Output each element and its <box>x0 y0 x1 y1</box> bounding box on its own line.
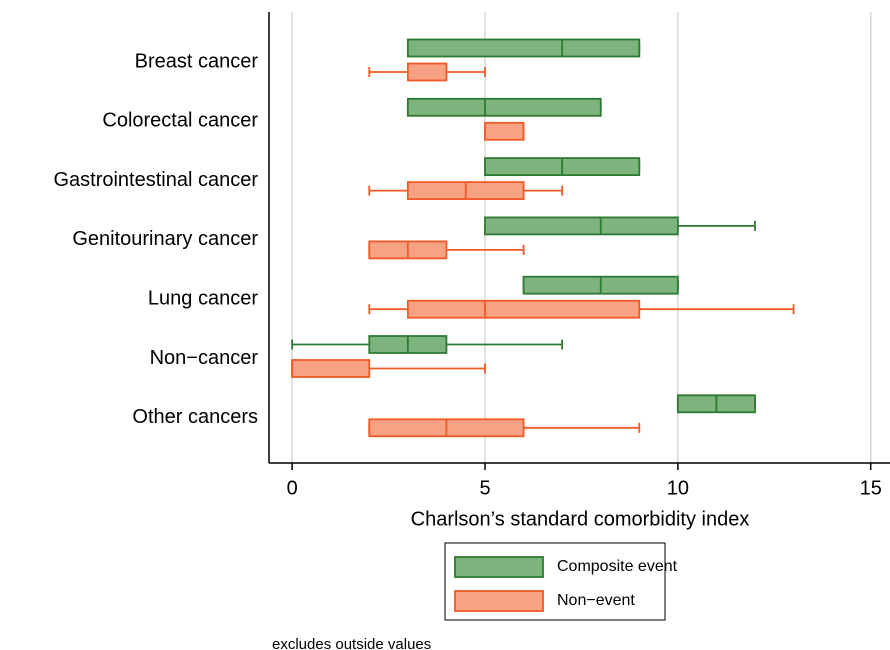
box <box>484 121 525 141</box>
x-tick-label: 10 <box>667 477 689 499</box>
x-tick-label: 15 <box>860 477 882 499</box>
box <box>406 38 641 58</box>
box <box>406 62 448 82</box>
legend-swatch <box>454 556 544 578</box>
box <box>291 359 371 378</box>
category-label: Non−cancer <box>150 347 259 369</box>
category-label: Genitourinary cancer <box>72 228 258 250</box>
category-label: Other cancers <box>132 406 258 428</box>
category-label: Lung cancer <box>148 287 258 309</box>
box <box>406 299 641 319</box>
category-label: Breast cancer <box>135 50 259 72</box>
legend-swatch <box>454 590 544 612</box>
note: excludes outside values <box>272 636 431 650</box>
legend-label: Non−event <box>557 592 635 609</box>
category-label: Gastrointestinal cancer <box>53 169 258 191</box>
legend-label: Composite event <box>557 558 678 575</box>
x-axis-label: Charlson’s standard comorbidity index <box>411 508 750 530</box>
x-tick-label: 0 <box>287 477 298 499</box>
box <box>406 97 602 117</box>
category-label: Colorectal cancer <box>102 110 258 132</box>
box <box>484 216 679 236</box>
x-tick-label: 5 <box>479 477 490 499</box>
